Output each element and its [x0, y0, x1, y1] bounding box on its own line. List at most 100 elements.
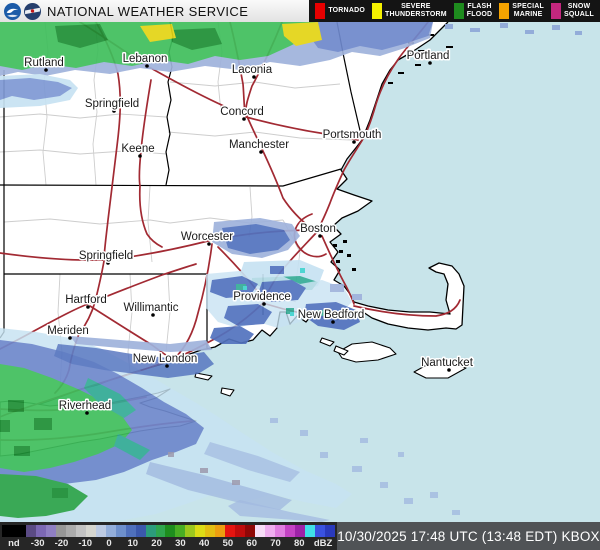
colorbar-tick: 70: [270, 538, 281, 549]
colorbar-segment: [165, 525, 176, 537]
colorbar-tick: 10: [127, 538, 139, 549]
colorbar-segment: [55, 525, 66, 537]
warning-swatch: [551, 3, 562, 19]
city-marker: [242, 117, 246, 121]
colorbar-segment: [85, 525, 96, 537]
colorbar-tick: 40: [198, 538, 210, 549]
warning-legend-item: TORNADO: [315, 3, 365, 19]
warning-swatch: [315, 3, 326, 19]
city-label: Nantucket: [421, 357, 474, 369]
city-marker: [86, 305, 90, 309]
city-label: New London: [133, 353, 198, 365]
colorbar-segment: [105, 525, 116, 537]
city-marker: [151, 313, 155, 317]
city-marker: [262, 302, 266, 306]
city-marker: [252, 75, 256, 79]
colorbar-segment: [115, 525, 126, 537]
colorbar-tick: 50: [222, 538, 234, 549]
top-bar: NATIONAL WEATHER SERVICE TORNADO SEVERE T…: [0, 0, 600, 22]
city-label: Springfield: [79, 250, 133, 262]
city-label: Portsmouth: [323, 129, 382, 141]
nws-logo[interactable]: [24, 2, 41, 20]
city-label: Willimantic: [124, 302, 179, 314]
noaa-logo[interactable]: [4, 2, 21, 20]
city-marker: [331, 320, 335, 324]
city-label: Worcester: [181, 231, 233, 243]
warning-label: SPECIAL MARINE: [512, 2, 545, 18]
colorbar-tick: 80: [293, 538, 305, 549]
colorbar-segment: [45, 525, 56, 537]
city-marker: [352, 140, 356, 144]
city-label: Springfield: [85, 98, 139, 110]
status-bar: nd -30 -20 -10 0 10 20 30 40 50 60 70 80 dBZ 10/30/20…: [0, 522, 600, 550]
warning-label: SEVERE THUNDERSTORM: [384, 2, 447, 18]
colorbar-segment: [275, 525, 286, 537]
city-marker: [207, 242, 211, 246]
colorbar-segment: [175, 525, 186, 537]
city-label: Rutland: [24, 57, 64, 69]
colorbar-tick: 30: [175, 538, 186, 549]
city-label: Boston: [300, 223, 336, 235]
radar-map[interactable]: Rutland Lebanon Laconia Portland Springfield…: [0, 22, 600, 522]
colorbar-segment: [265, 525, 276, 537]
colorbar-segment: [65, 525, 76, 537]
warning-swatch: [371, 3, 382, 19]
warning-legend: TORNADO SEVERE THUNDERSTORM FLASH FLOOD SPE…: [309, 0, 600, 22]
colorbar-segment: [2, 525, 26, 537]
city-marker: [138, 154, 142, 158]
city-label: Laconia: [232, 64, 273, 76]
warning-legend-item: SNOW SQUALL: [551, 3, 594, 19]
city-label: Portland: [407, 50, 450, 62]
city-label: New Bedford: [298, 309, 364, 321]
city-label: Concord: [220, 106, 263, 118]
colorbar-segment: [225, 525, 236, 537]
reflectivity-tick-labels: nd -30 -20 -10 0 10 20 30 40 50 60 70 80 dBZ: [2, 537, 335, 550]
colorbar-segment: [305, 525, 316, 537]
city-marker: [428, 61, 432, 65]
reflectivity-scale: nd -30 -20 -10 0 10 20 30 40 50 60 70 80 dBZ: [0, 522, 337, 550]
colorbar-tick: -30: [30, 538, 45, 549]
city-label: Manchester: [229, 139, 289, 151]
colorbar-tick: 60: [246, 538, 257, 549]
colorbar-segment: [95, 525, 106, 537]
city-marker: [106, 261, 110, 265]
city-marker: [112, 109, 116, 113]
colorbar-tick: 20: [151, 538, 162, 549]
precipitation: [0, 22, 582, 522]
colorbar-tick: dBZ: [313, 538, 333, 549]
colorbar-segment: [35, 525, 46, 537]
colorbar-segment: [295, 525, 306, 537]
agency-title: NATIONAL WEATHER SERVICE: [47, 3, 249, 19]
colorbar-segment: [324, 525, 335, 537]
city-label: Meriden: [47, 325, 89, 337]
radar-map-svg: Rutland Lebanon Laconia Portland Springfield…: [0, 22, 600, 522]
city-marker: [447, 368, 451, 372]
colorbar-segment: [285, 525, 296, 537]
city-marker: [145, 64, 149, 68]
city-marker: [44, 68, 48, 72]
colorbar-tick: -10: [78, 538, 93, 549]
city-marker: [318, 234, 322, 238]
colorbar-segment: [195, 525, 206, 537]
islets: [333, 34, 453, 271]
city-label: Providence: [233, 291, 291, 303]
colorbar-segment: [235, 525, 246, 537]
city-labels: Rutland Lebanon Laconia Portland Springfield…: [23, 49, 475, 415]
city-marker: [85, 411, 89, 415]
warning-legend-item: SEVERE THUNDERSTORM: [371, 2, 447, 19]
colorbar-tick: -20: [54, 538, 69, 549]
colorbar-segment: [25, 525, 36, 537]
timestamp: 10/30/2025 17:48 UTC (13:48 EDT) KBOX: [337, 522, 600, 550]
colorbar-segment: [75, 525, 86, 537]
warning-label: TORNADO: [328, 6, 365, 14]
colorbar-segment: [155, 525, 166, 537]
city-marker: [165, 364, 169, 368]
colorbar-segment: [205, 525, 216, 537]
warning-swatch: [453, 3, 464, 19]
colorbar-segment: [245, 525, 256, 537]
warning-swatch: [499, 3, 510, 19]
city-label: Riverhead: [59, 400, 111, 412]
warning-legend-item: SPECIAL MARINE: [499, 3, 544, 19]
logo-group: [0, 2, 41, 20]
